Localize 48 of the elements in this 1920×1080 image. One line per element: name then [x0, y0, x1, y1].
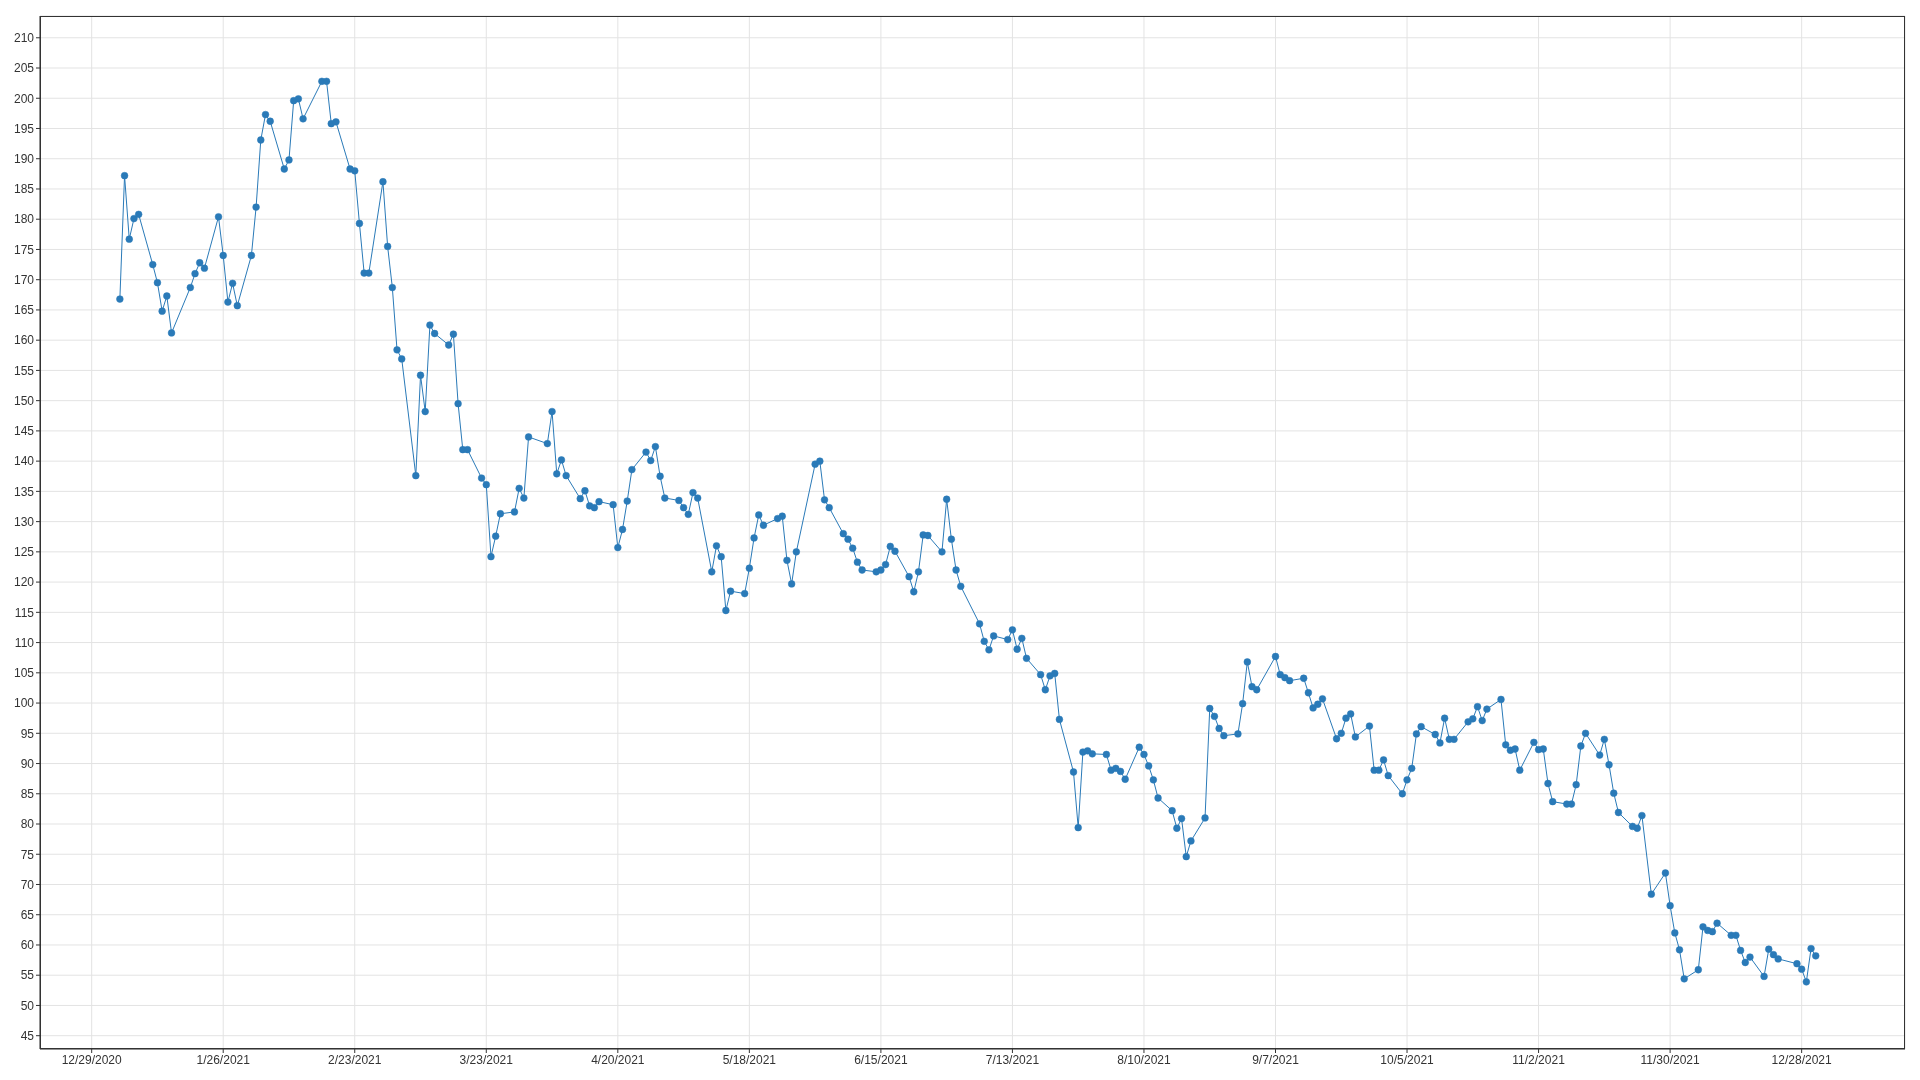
y-tick-label: 125 [13, 545, 35, 560]
y-tick-label: 155 [13, 363, 35, 378]
y-tick-label: 90 [20, 756, 35, 771]
x-tick-label: 1/26/2021 [196, 1052, 251, 1067]
y-tick-label: 75 [20, 847, 35, 862]
y-tick-label: 45 [20, 1028, 35, 1043]
x-tick-label: 8/10/2021 [1117, 1052, 1171, 1067]
y-tick-label: 110 [14, 635, 35, 650]
y-tick-label: 55 [20, 968, 35, 983]
y-tick-label: 195 [13, 121, 35, 136]
y-tick-label: 190 [13, 151, 35, 166]
x-tick-label: 9/7/2021 [1252, 1052, 1300, 1067]
y-tick-label: 135 [13, 484, 35, 499]
y-tick-label: 145 [13, 424, 35, 439]
y-tick-label: 50 [20, 998, 35, 1013]
x-tick-label: 12/28/2021 [1771, 1052, 1832, 1067]
y-tick-label: 105 [13, 666, 35, 681]
x-tick-label: 11/2/2021 [1512, 1052, 1566, 1067]
y-tick-label: 130 [13, 514, 35, 529]
x-tick-label: 10/5/2021 [1380, 1052, 1435, 1067]
y-tick-label: 200 [13, 91, 35, 106]
x-tick-label: 3/23/2021 [459, 1052, 514, 1067]
x-tick-label: 12/29/2020 [61, 1052, 123, 1067]
x-tick-label: 6/15/2021 [854, 1052, 908, 1067]
y-tick-label: 170 [13, 272, 35, 287]
y-tick-label: 185 [13, 182, 35, 197]
x-tick-label: 5/18/2021 [722, 1052, 777, 1067]
y-tick-label: 150 [13, 393, 35, 408]
x-tick-label: 2/23/2021 [328, 1052, 382, 1067]
y-tick-label: 80 [20, 817, 35, 832]
y-tick-label: 165 [13, 303, 35, 318]
y-tick-label: 210 [13, 31, 35, 46]
y-tick-label: 205 [13, 61, 35, 76]
y-tick-label: 65 [20, 907, 35, 922]
y-tick-label: 140 [13, 454, 35, 469]
y-tick-label: 175 [13, 242, 35, 257]
y-tick-label: 95 [20, 726, 35, 741]
y-tick-label: 100 [13, 696, 35, 711]
y-tick-label: 120 [13, 575, 35, 590]
y-tick-label: 180 [13, 212, 35, 227]
y-tick-label: 60 [20, 938, 35, 953]
y-tick-label: 160 [13, 333, 35, 348]
y-tick-label: 115 [14, 605, 35, 620]
x-tick-label: 11/30/2021 [1640, 1052, 1701, 1067]
x-tick-label: 4/20/2021 [591, 1052, 645, 1067]
x-tick-label: 7/13/2021 [985, 1052, 1040, 1067]
y-tick-label: 70 [20, 877, 35, 892]
y-tick-label: 85 [20, 787, 35, 802]
